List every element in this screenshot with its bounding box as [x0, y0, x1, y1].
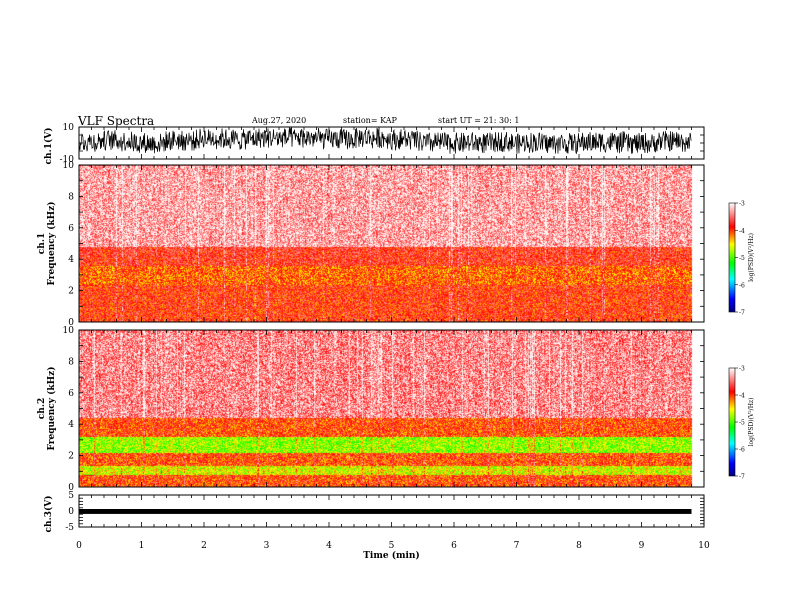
colorbar-2-label: log(PSD)(V²/Hz) [748, 398, 755, 447]
panel3-ytick-label: 6 [68, 389, 74, 399]
x-tick-label: 9 [639, 541, 645, 551]
panel1-ytick-label: -10 [60, 155, 75, 165]
panel2-ytick-label: 6 [68, 224, 74, 234]
x-tick-label: 3 [264, 541, 270, 551]
ch1-waveform-trace [78, 127, 692, 155]
panel3-ytick-label: 4 [68, 420, 74, 430]
panel1-ytick-label: 10 [63, 123, 75, 133]
station-label: station= KAP [343, 116, 397, 125]
ch1-spectrogram-ylabel: ch.1 [37, 233, 47, 254]
panel3-ytick-label: 8 [68, 357, 74, 367]
panel3-ytick-label: 10 [63, 326, 75, 336]
colorbar-2-tick-label: -6 [739, 447, 745, 454]
x-tick-label: 10 [698, 541, 710, 551]
colorbar-1 [728, 202, 736, 313]
panel2-ytick-label: 4 [68, 255, 74, 265]
x-tick-label: 8 [576, 541, 582, 551]
ch2-spectrogram-ylabel: ch.2 [37, 398, 47, 419]
colorbar-2-tick-label: -7 [739, 474, 745, 481]
panel2-ytick-label: 2 [68, 287, 74, 297]
panel4-ytick-label: -5 [65, 523, 74, 533]
colorbar-2-tick-label: -4 [739, 393, 745, 400]
panel2-ytick-label: 10 [63, 161, 75, 171]
colorbar-1-tick-label: -4 [739, 228, 745, 235]
colorbar-1-label: log(PSD)(V²/Hz) [748, 233, 755, 282]
ch1-waveform-ylabel: ch.1(V) [43, 128, 54, 165]
x-tick-label: 4 [326, 541, 332, 551]
panel3-ytick-label: 0 [68, 483, 74, 493]
ch2-spectrogram-ylabel: Frequency (kHz) [46, 366, 57, 450]
colorbar-1-tick-label: -3 [739, 201, 745, 208]
x-tick-label: 2 [201, 541, 207, 551]
x-tick-label: 0 [76, 541, 82, 551]
x-tick-label: 1 [139, 541, 145, 551]
ch2-spectrogram-image [79, 330, 704, 487]
panel3-ytick-label: 2 [68, 452, 74, 462]
colorbar-1-tick-label: -6 [739, 282, 745, 289]
ch1-spectrogram-ylabel: Frequency (kHz) [46, 201, 57, 285]
panel4-ytick-label: 0 [68, 507, 74, 517]
figure-title: VLF Spectra [78, 114, 155, 128]
colorbar-1-tick-label: -5 [739, 255, 745, 262]
x-tick-label: 7 [514, 541, 520, 551]
observation-date: Aug.27, 2020 [252, 116, 307, 125]
x-tick-label: 5 [389, 541, 395, 551]
ch3-waveform-trace [79, 509, 692, 514]
ch3-waveform-ylabel: ch.3(V) [43, 496, 54, 533]
ch1-spectrogram-image [79, 165, 704, 322]
colorbar-2-tick-label: -3 [739, 366, 745, 373]
x-tick-label: 6 [451, 541, 457, 551]
panel4-ytick-label: 5 [68, 491, 74, 501]
panel2-ytick-label: 8 [68, 192, 74, 202]
colorbar-2 [728, 367, 736, 477]
x-axis-label: Time (min) [363, 550, 420, 561]
colorbar-1-tick-label: -7 [739, 310, 745, 317]
panel2-ytick-label: 0 [68, 318, 74, 328]
colorbar-2-tick-label: -5 [739, 420, 745, 427]
start-time: start UT = 21: 30: 1 [438, 116, 520, 125]
